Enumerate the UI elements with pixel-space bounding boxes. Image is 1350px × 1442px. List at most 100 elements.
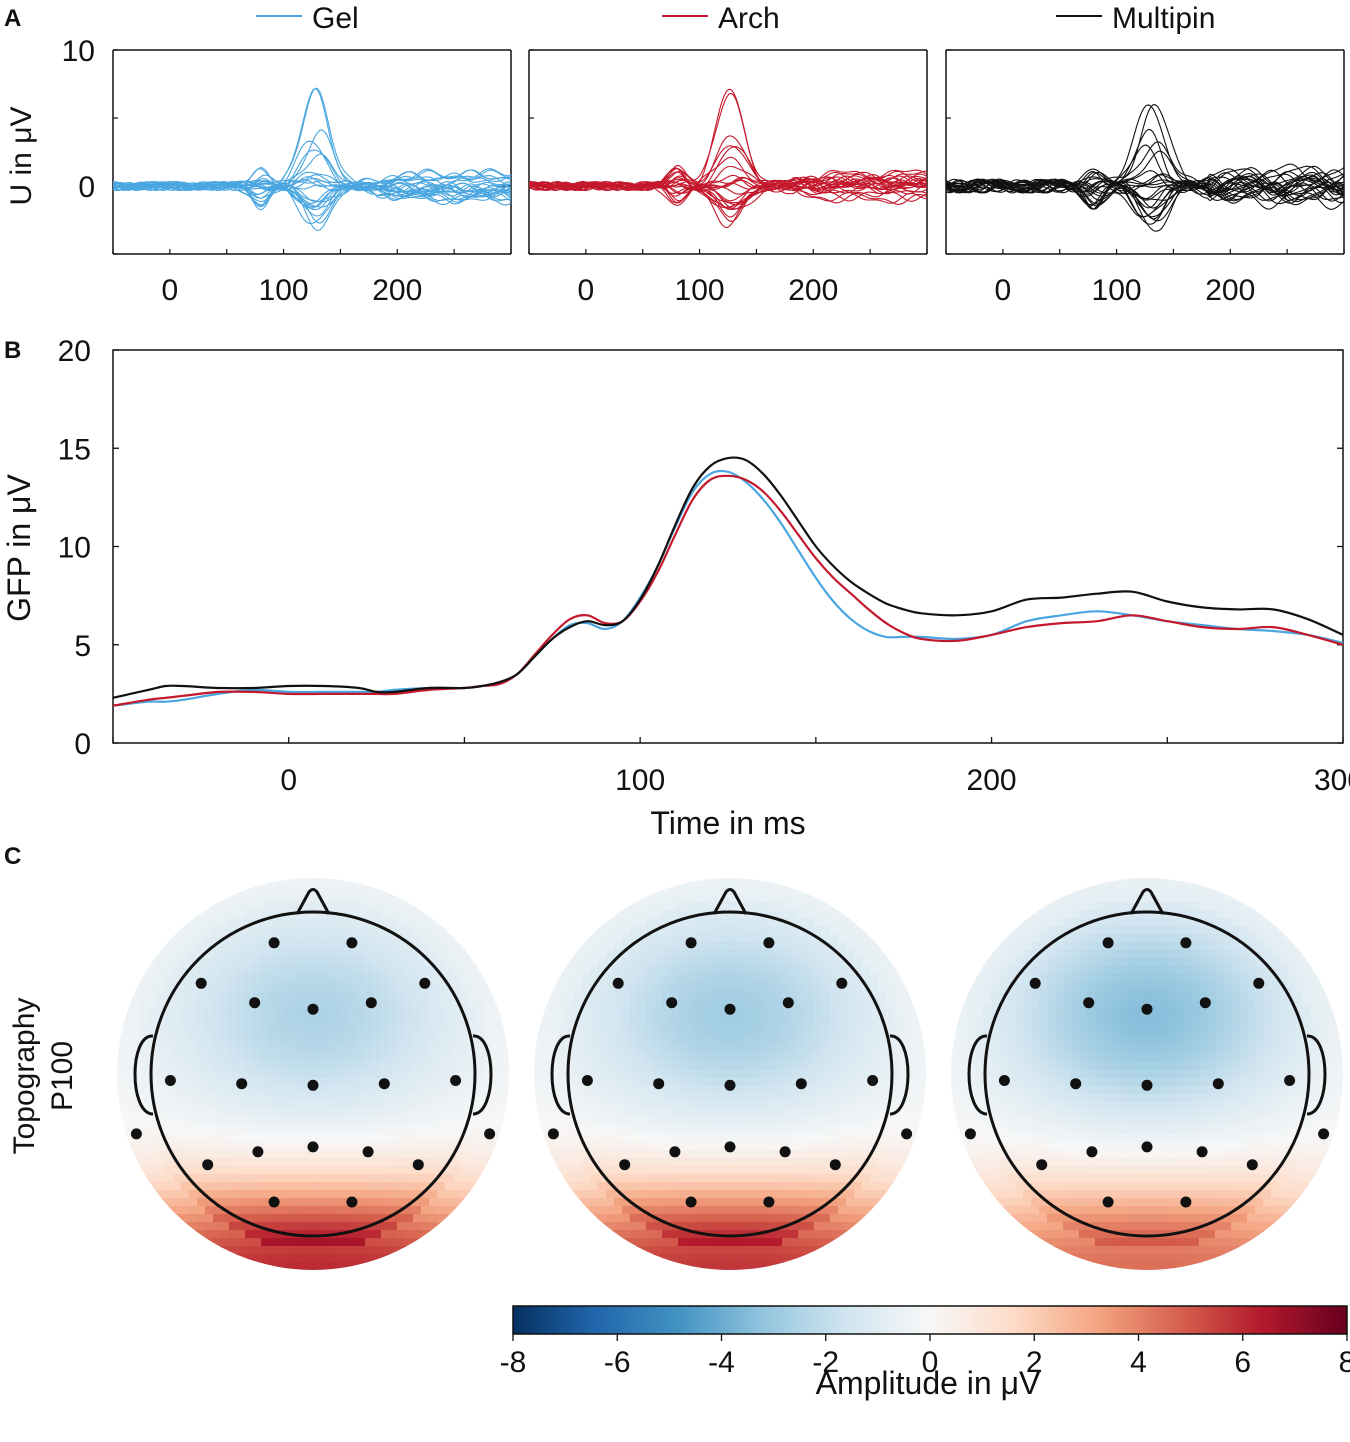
topomap-cell <box>237 1174 246 1183</box>
topomap-cell <box>766 1078 775 1087</box>
topomap-cell <box>630 958 639 967</box>
topomap-cell <box>1183 1014 1192 1023</box>
topomap-cell <box>469 998 478 1007</box>
topomap-cell <box>357 878 366 887</box>
topomap-cell <box>1247 950 1256 959</box>
electrode-marker <box>666 997 678 1009</box>
topomap-cell <box>373 966 382 975</box>
topomap-cell <box>373 998 382 1007</box>
topomap-cell <box>229 1086 238 1095</box>
topomap-cell <box>678 1102 687 1111</box>
topomap-cell <box>1239 942 1248 951</box>
topomap-cell <box>622 1190 631 1199</box>
topomap-cell <box>381 902 390 911</box>
topomap-cell <box>750 1166 759 1175</box>
topomap-cell <box>558 1054 567 1063</box>
topomap-cell <box>654 1126 663 1135</box>
topomap-cell <box>886 1174 895 1183</box>
topomap-cell <box>798 1006 807 1015</box>
topomap-cell <box>838 1094 847 1103</box>
topomap-cell <box>333 902 342 911</box>
topomap-cell <box>165 1070 174 1079</box>
topomap-cell <box>742 1094 751 1103</box>
topomap-cell <box>1215 918 1224 927</box>
topomap-cell <box>758 1262 767 1270</box>
topomap-cell <box>293 1222 302 1231</box>
topomap-cell <box>437 1078 446 1087</box>
topomap-cell <box>1247 1022 1256 1031</box>
topomap-cell <box>654 1190 663 1199</box>
topomap-cell <box>437 1030 446 1039</box>
topomap-cell <box>325 1214 334 1223</box>
topomap-cell <box>766 1118 775 1127</box>
topomap-cell <box>630 1110 639 1119</box>
topomap-cell <box>285 998 294 1007</box>
topomap-cell <box>309 1150 318 1159</box>
topomap-cell <box>317 942 326 951</box>
topomap-cell <box>213 1070 222 1079</box>
topomap-cell <box>622 958 631 967</box>
topomap-cell <box>229 1198 238 1207</box>
topomap-cell <box>285 958 294 967</box>
topomap-cell <box>590 958 599 967</box>
topomap-cell <box>221 1118 230 1127</box>
topomap-cell <box>654 1158 663 1167</box>
topomap-arch <box>534 878 926 1270</box>
topomap-cell <box>389 942 398 951</box>
topomap-cell <box>1231 990 1240 999</box>
topomap-cell <box>277 1038 286 1047</box>
topomap-cell <box>742 1086 751 1095</box>
topomap-cell <box>1151 982 1160 991</box>
topomap-cell <box>1111 1014 1120 1023</box>
topomap-cell <box>117 1030 126 1039</box>
topomap-cell <box>1215 966 1224 975</box>
topomap-cell <box>293 974 302 983</box>
topomap-cell <box>237 1030 246 1039</box>
topomap-cell <box>1095 910 1104 919</box>
topomap-cell <box>782 1054 791 1063</box>
topomap-cell <box>405 950 414 959</box>
topomap-cell <box>630 918 639 927</box>
topomap-cell <box>686 902 695 911</box>
topomap-cell <box>1183 910 1192 919</box>
topomap-cell <box>686 1054 695 1063</box>
topomap-cell <box>245 1030 254 1039</box>
topomap-cell <box>638 1102 647 1111</box>
topomap-cell <box>1039 902 1048 911</box>
topomap-cell <box>213 998 222 1007</box>
topomap-cell <box>774 1078 783 1087</box>
topomap-cell <box>141 1054 150 1063</box>
topomap-cell <box>846 942 855 951</box>
topomap-cell <box>550 1158 559 1167</box>
topomap-cell <box>1191 1014 1200 1023</box>
topomap-cell <box>654 1102 663 1111</box>
topomap-cell <box>277 1254 286 1263</box>
topomap-cell <box>750 1046 759 1055</box>
topomap-cell <box>309 1070 318 1079</box>
topomap-cell <box>437 926 446 935</box>
topomap-cell <box>437 990 446 999</box>
topomap-cell <box>285 1182 294 1191</box>
topomap-cell <box>261 1118 270 1127</box>
topomap-cell <box>838 1150 847 1159</box>
topomap-cell <box>149 1158 158 1167</box>
topomap-cell <box>437 1174 446 1183</box>
topomap-cell <box>421 1078 430 1087</box>
topomap-cell <box>670 1166 679 1175</box>
topomap-cell <box>870 1030 879 1039</box>
topomap-cell <box>670 886 679 895</box>
topomap-cell <box>1047 998 1056 1007</box>
topomap-cell <box>854 1174 863 1183</box>
topomap-cell <box>269 1030 278 1039</box>
topomap-cell <box>630 1142 639 1151</box>
topomap-cell <box>814 1126 823 1135</box>
topomap-cell <box>173 1022 182 1031</box>
topomap-cell <box>1063 966 1072 975</box>
topomap-cell <box>1103 878 1112 887</box>
topomap-cell <box>1047 950 1056 959</box>
topomap-cell <box>301 1014 310 1023</box>
topomap-cell <box>566 1110 575 1119</box>
topomap-cell <box>285 878 294 887</box>
topomap-cell <box>133 1062 142 1071</box>
topomap-cell <box>341 1078 350 1087</box>
